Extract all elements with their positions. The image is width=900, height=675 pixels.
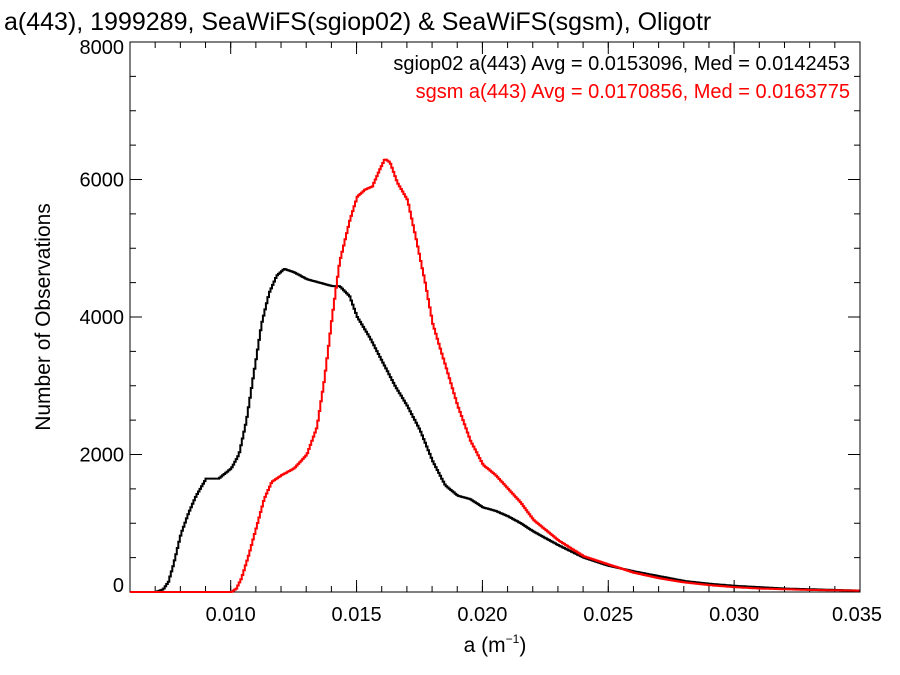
chart-title: a(443), 1999289, SeaWiFS(sgiop02) & SeaW… (4, 8, 711, 36)
series-lines (130, 158, 860, 593)
x-tick-label: 0.025 (583, 604, 633, 626)
x-tick-labels: 0.010 0.015 0.020 0.025 0.030 0.035 (206, 604, 882, 626)
plot-area (129, 41, 861, 593)
x-axis-label: a (m−1) (464, 632, 527, 657)
axis-ticks (129, 41, 861, 593)
x-tick-label: 0.035 (832, 604, 882, 626)
y-axis-label: Number of Observations (32, 203, 55, 431)
y-tick-labels: 0 2000 4000 6000 8000 (80, 37, 125, 597)
series-line-sgiop02 (130, 268, 860, 593)
y-tick-label: 4000 (80, 307, 125, 329)
y-tick-label: 6000 (80, 170, 125, 192)
legend-entry-sgsm: sgsm a(443) Avg = 0.0170856, Med = 0.016… (416, 81, 850, 103)
series-line-sgsm (130, 158, 860, 593)
y-tick-label: 8000 (80, 37, 125, 59)
y-tick-label: 0 (113, 575, 124, 597)
x-tick-label: 0.015 (332, 604, 382, 626)
legend-entry-sgiop02: sgiop02 a(443) Avg = 0.0153096, Med = 0.… (393, 53, 850, 75)
y-tick-label: 2000 (80, 445, 125, 467)
legend: sgiop02 a(443) Avg = 0.0153096, Med = 0.… (393, 53, 850, 103)
x-axis-label-exponent: −1 (506, 632, 520, 646)
x-tick-label: 0.020 (457, 604, 507, 626)
x-tick-label: 0.030 (709, 604, 759, 626)
x-tick-label: 0.010 (206, 604, 256, 626)
